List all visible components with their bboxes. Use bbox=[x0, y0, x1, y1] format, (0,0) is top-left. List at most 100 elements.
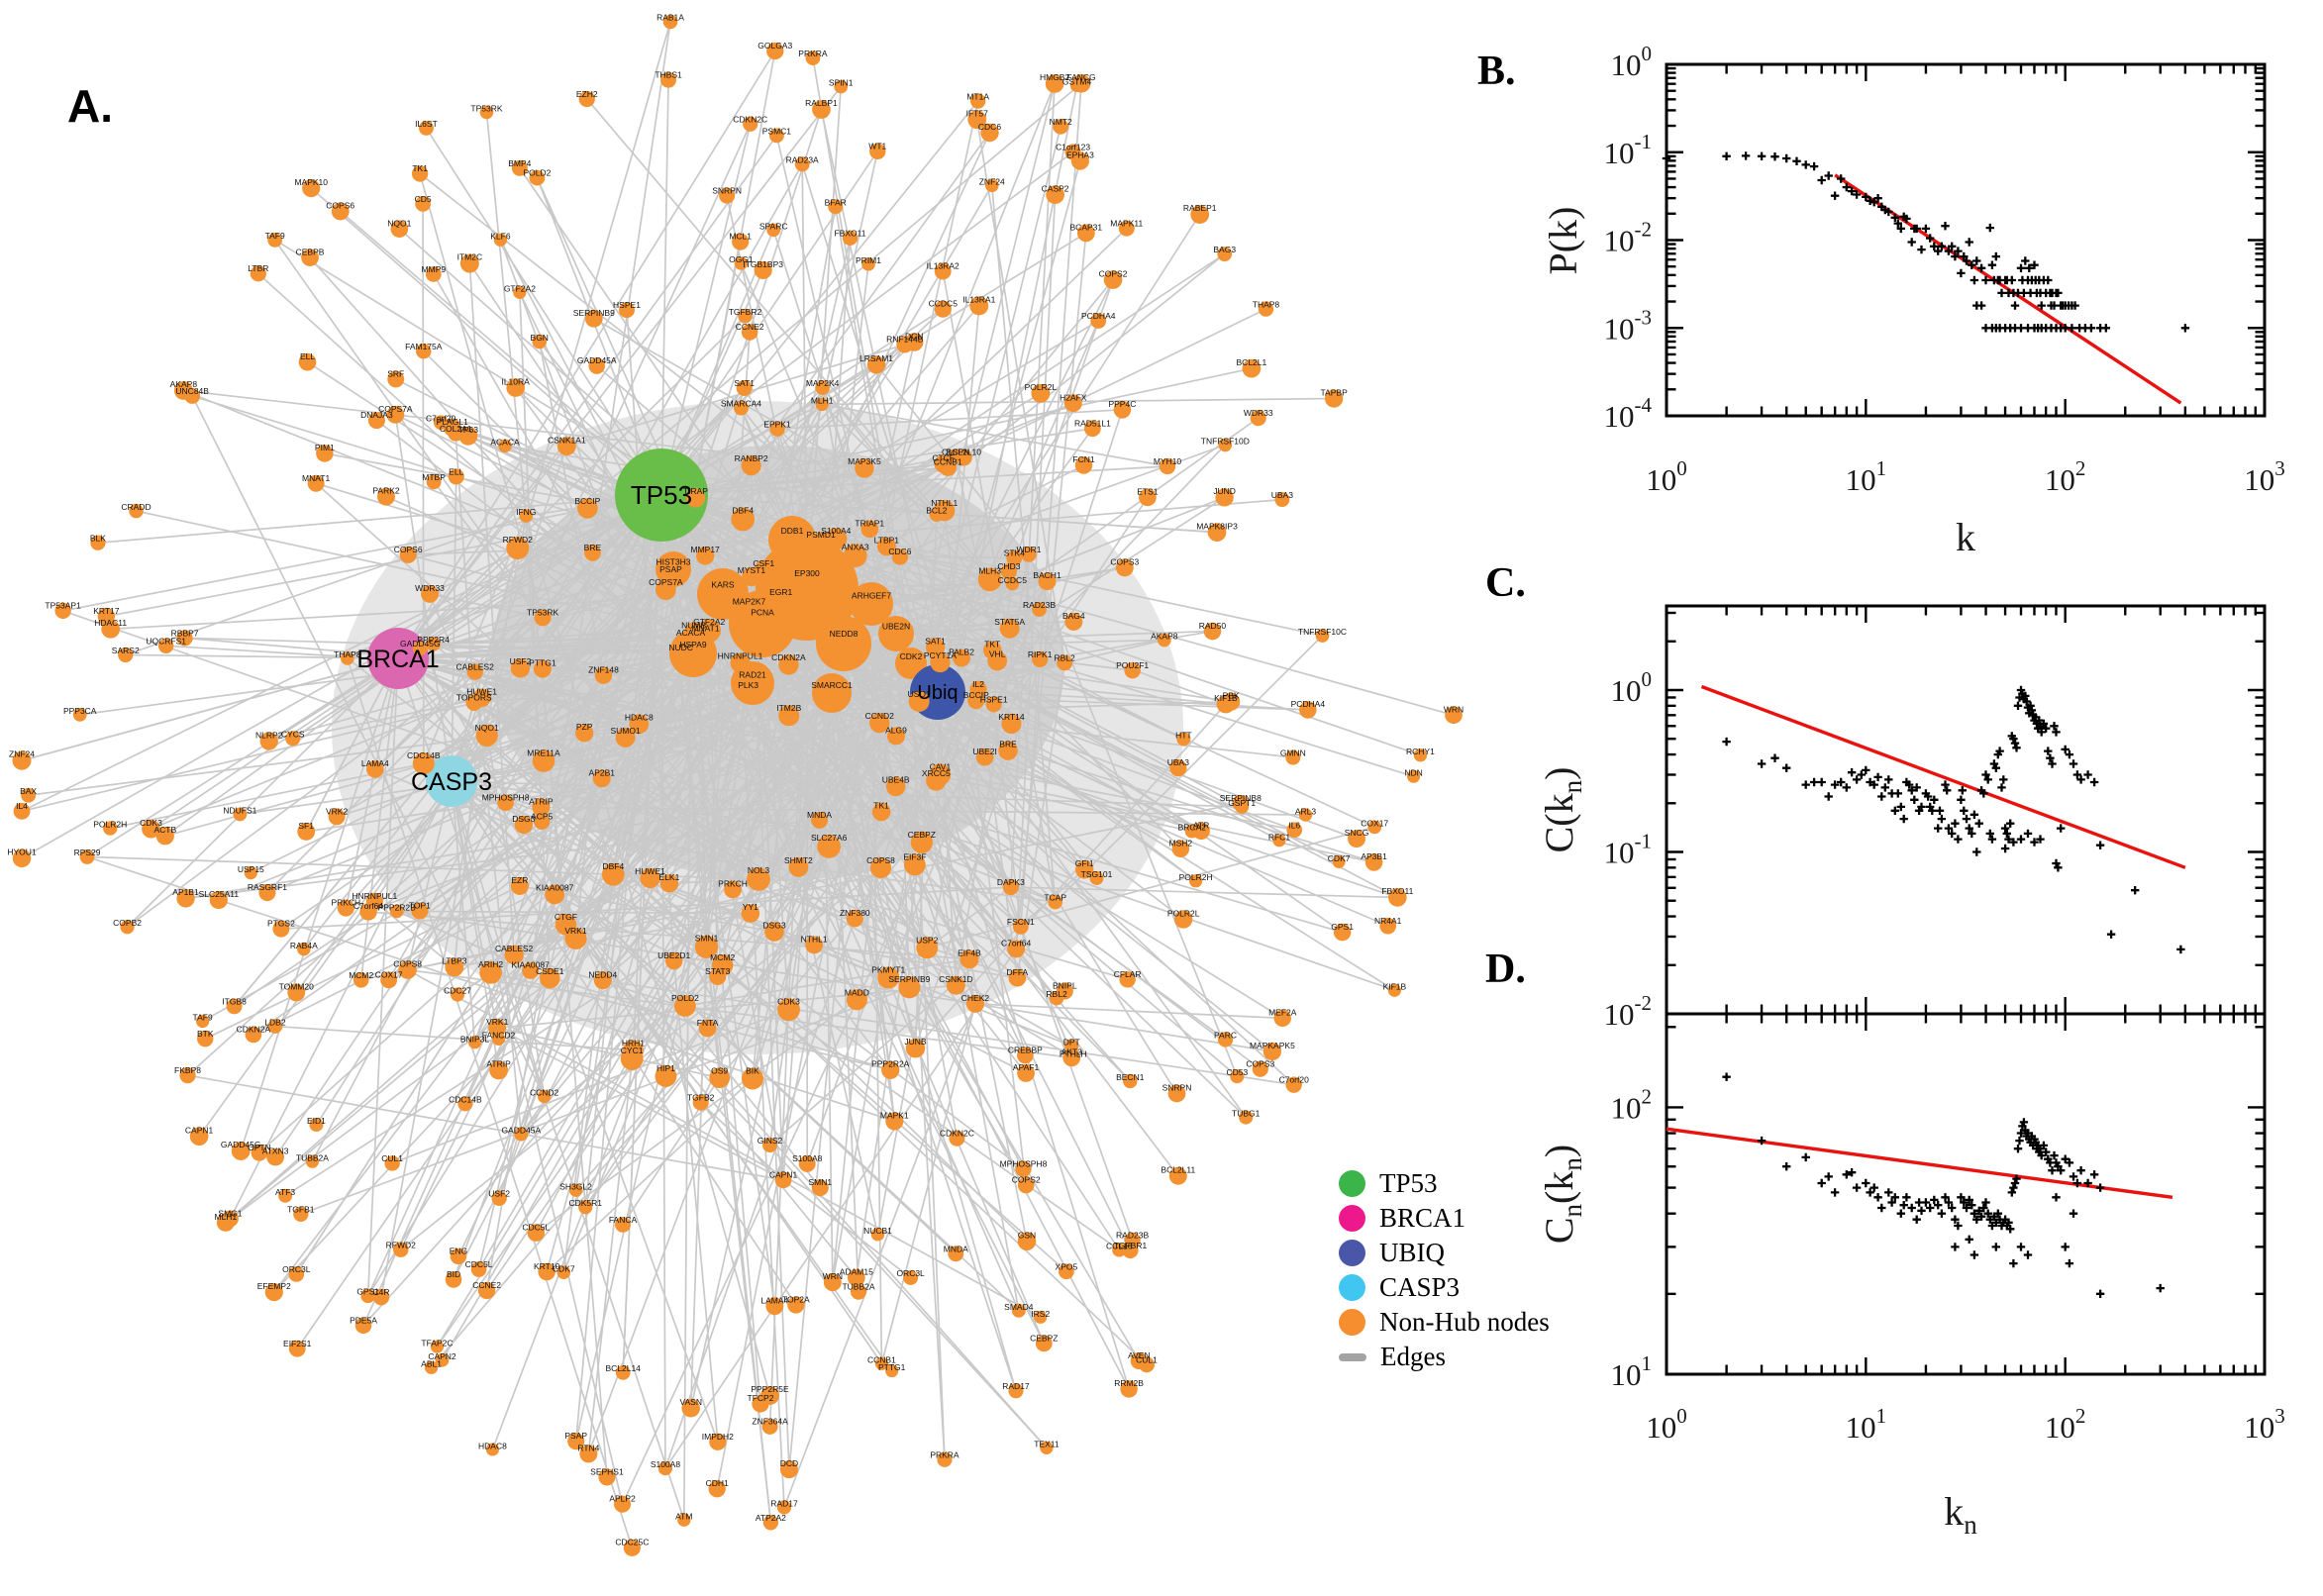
network-node bbox=[288, 1266, 305, 1282]
network-node bbox=[752, 1395, 769, 1413]
gene-label: RAB4A bbox=[290, 941, 318, 950]
network-node bbox=[983, 641, 1002, 659]
gene-label: UBE2N bbox=[882, 622, 910, 632]
gene-label: HIST3H3 bbox=[656, 557, 691, 567]
gene-label: S100A8 bbox=[651, 1459, 681, 1469]
network-node bbox=[1190, 205, 1210, 224]
network-edge bbox=[660, 466, 949, 496]
network-node bbox=[1124, 661, 1141, 679]
network-node bbox=[1239, 1110, 1254, 1125]
network-node bbox=[1006, 549, 1023, 566]
gene-label: HUWE1 bbox=[466, 687, 497, 697]
tick-label: 100 bbox=[1611, 42, 1653, 82]
network-node bbox=[1274, 492, 1290, 508]
gene-label: BGN bbox=[531, 333, 549, 343]
legend-node-swatch bbox=[1339, 1205, 1365, 1232]
network-node bbox=[861, 257, 875, 271]
gene-label: PLK3 bbox=[738, 680, 758, 690]
network-node bbox=[467, 1036, 482, 1049]
gene-label: EFEMP2 bbox=[257, 1281, 291, 1291]
network-node bbox=[398, 960, 417, 979]
gene-label: NLRP2 bbox=[255, 730, 283, 740]
network-node bbox=[1000, 563, 1017, 580]
network-node bbox=[870, 1227, 885, 1242]
network-node bbox=[479, 961, 502, 984]
gene-label: DCD bbox=[780, 1458, 798, 1468]
gene-label: CAPN1 bbox=[185, 1125, 214, 1135]
gene-label: BAG3 bbox=[1213, 245, 1236, 254]
network-node bbox=[337, 899, 354, 917]
tick-label: 10-2 bbox=[1604, 218, 1653, 258]
gene-label: JUNB bbox=[904, 1037, 927, 1047]
network-node bbox=[504, 945, 524, 965]
gene-label: RRM2B bbox=[1114, 1378, 1144, 1388]
network-edge bbox=[250, 652, 694, 874]
network-node bbox=[195, 1014, 210, 1029]
network-node bbox=[1005, 576, 1019, 591]
gene-label: CDKN2A bbox=[771, 652, 806, 662]
network-node bbox=[805, 50, 821, 65]
network-node bbox=[815, 397, 829, 412]
network-edge bbox=[425, 127, 662, 496]
gene-label: MNDA bbox=[807, 810, 832, 820]
network-node bbox=[1120, 1380, 1138, 1398]
network-edge bbox=[21, 657, 399, 762]
network-node bbox=[298, 352, 317, 371]
network-node bbox=[222, 1210, 239, 1228]
gene-label: CAPN1 bbox=[769, 1169, 798, 1179]
network-node bbox=[598, 1468, 616, 1486]
network-edge bbox=[451, 780, 957, 1254]
network-node bbox=[953, 648, 970, 667]
gene-label: NMT2 bbox=[1050, 117, 1072, 127]
network-node bbox=[766, 223, 781, 238]
gene-label: KIF1B bbox=[1214, 693, 1238, 703]
network-edge bbox=[934, 428, 1094, 648]
network-node bbox=[529, 169, 546, 186]
network-node bbox=[967, 110, 987, 130]
network-node bbox=[416, 343, 432, 359]
gene-label: RAB1A bbox=[656, 13, 684, 23]
network-node bbox=[660, 566, 681, 586]
network-node bbox=[514, 815, 534, 835]
gene-label: DSG3 bbox=[512, 814, 535, 824]
gene-label: PDE5A bbox=[350, 1315, 377, 1325]
network-edge bbox=[814, 944, 1018, 979]
network-node bbox=[360, 1288, 375, 1304]
gene-label: ATRIP bbox=[486, 1058, 511, 1068]
gene-label: RABEP1 bbox=[1183, 203, 1217, 213]
network-edge bbox=[519, 292, 543, 822]
gene-label: BTK bbox=[197, 1029, 214, 1039]
gene-label: MLH3 bbox=[978, 565, 1001, 575]
gene-label: CDC14B bbox=[449, 1094, 482, 1104]
axis-ticks bbox=[1665, 1014, 2267, 1376]
network-node bbox=[934, 300, 952, 318]
gene-label: FAM175A bbox=[405, 342, 443, 351]
gene-labels: EP300 PCNA NEDD8 KARS DDB1 ARHGEF7 HSPA9 RAD21 S… bbox=[7, 13, 1464, 1547]
network-node bbox=[226, 998, 243, 1015]
network-node bbox=[534, 609, 552, 627]
gene-label: CASP2 bbox=[1042, 183, 1069, 193]
gene-label: RBL2 bbox=[1046, 989, 1067, 999]
gene-label: CHD3 bbox=[997, 561, 1020, 571]
gene-label: HSPA9 bbox=[679, 640, 707, 649]
network-node bbox=[380, 971, 398, 989]
network-node bbox=[1445, 706, 1463, 725]
network-node bbox=[13, 802, 31, 820]
gene-label: EIF4B bbox=[958, 948, 981, 957]
network-node bbox=[1063, 394, 1082, 413]
network-node bbox=[891, 549, 909, 565]
gene-label: CUL1 bbox=[1136, 1354, 1158, 1364]
network-node bbox=[354, 1317, 372, 1334]
gene-label: ITGB1BP3 bbox=[743, 259, 783, 269]
network-edge bbox=[183, 389, 865, 469]
network-edge bbox=[684, 957, 970, 1007]
gene-label: EIF2S1 bbox=[283, 1339, 312, 1348]
network-edge bbox=[672, 960, 719, 1443]
network-node bbox=[579, 1445, 598, 1463]
network-node bbox=[929, 763, 952, 786]
gene-label: ZNF24 bbox=[979, 176, 1005, 186]
gene-label: COPS6 bbox=[394, 545, 423, 554]
network-edge bbox=[400, 652, 694, 1250]
tick-label: 101 bbox=[1846, 456, 1887, 497]
network-edge bbox=[520, 692, 833, 1135]
